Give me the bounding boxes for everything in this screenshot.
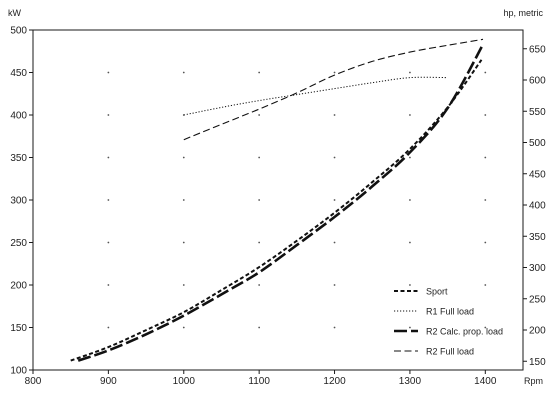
y-tick-label: 450 bbox=[10, 68, 27, 79]
grid-dot bbox=[333, 199, 336, 201]
y-tick-label: 150 bbox=[10, 323, 27, 334]
x-tick-label: 1300 bbox=[399, 376, 422, 387]
grid-dot bbox=[107, 199, 110, 201]
grid-dot bbox=[258, 114, 261, 116]
series-line-r1-full-load bbox=[183, 76, 448, 116]
y-tick-label: 500 bbox=[10, 26, 27, 37]
legend: Sport R1 Full load R2 Calc. prop. load R2 F… bbox=[394, 287, 503, 357]
grid-dot bbox=[107, 326, 110, 329]
y2-tick-label: 600 bbox=[529, 76, 546, 87]
grid-dot bbox=[409, 199, 411, 201]
grid-dot bbox=[409, 114, 411, 116]
y-tick-label: 100 bbox=[10, 366, 27, 377]
grid bbox=[107, 71, 487, 329]
y-tick-label: 350 bbox=[10, 153, 27, 164]
grid-dot bbox=[409, 71, 411, 74]
grid-dot bbox=[258, 284, 261, 286]
y2-tick-label: 300 bbox=[529, 263, 546, 274]
y2-tick-label: 350 bbox=[529, 232, 546, 243]
grid-dot bbox=[484, 241, 487, 244]
grid-dot bbox=[484, 71, 487, 74]
y2-axis-unit-label: hp, metric bbox=[503, 8, 543, 18]
x-tick-label: 1000 bbox=[173, 376, 196, 387]
grid-dot bbox=[182, 156, 185, 159]
grid-dot bbox=[107, 156, 110, 159]
grid-dot bbox=[182, 199, 185, 201]
legend-label-r1-full-load: R1 Full load bbox=[426, 307, 474, 317]
grid-dot bbox=[182, 71, 185, 74]
grid-dot bbox=[258, 199, 261, 201]
x-tick-label: 1200 bbox=[323, 376, 346, 387]
grid-dot bbox=[333, 326, 336, 329]
grid-dot bbox=[409, 241, 411, 244]
grid-dot bbox=[484, 284, 487, 286]
series-line-r2-calc-prop-load bbox=[77, 43, 485, 362]
grid-dot bbox=[258, 71, 261, 74]
y2-tick-label: 650 bbox=[529, 44, 546, 55]
x-tick-label: 800 bbox=[25, 376, 42, 387]
y2-tick-label: 200 bbox=[529, 326, 546, 337]
legend-label-r2-full-load: R2 Full load bbox=[426, 347, 474, 357]
grid-dot bbox=[258, 156, 261, 159]
grid-dot bbox=[484, 156, 487, 159]
grid-dot bbox=[107, 284, 110, 286]
grid-dot bbox=[333, 284, 336, 286]
y-tick-label: 400 bbox=[10, 111, 27, 122]
y2-tick-label: 500 bbox=[529, 138, 546, 149]
y2-tick-label: 550 bbox=[529, 107, 546, 118]
grid-dot bbox=[258, 241, 261, 244]
y-tick-label: 300 bbox=[10, 196, 27, 207]
x-axis-unit-label: Rpm bbox=[524, 376, 543, 386]
grid-dot bbox=[333, 114, 336, 116]
grid-dot bbox=[484, 114, 487, 116]
y-tick-label: 200 bbox=[10, 281, 27, 292]
y2-tick-label: 150 bbox=[529, 357, 546, 368]
grid-dot bbox=[107, 114, 110, 116]
x-tick-label: 1400 bbox=[474, 376, 497, 387]
grid-dot bbox=[333, 241, 336, 244]
grid-dot bbox=[409, 326, 411, 329]
y2-tick-label: 450 bbox=[529, 169, 546, 180]
grid-dot bbox=[258, 326, 261, 329]
legend-label-sport: Sport bbox=[426, 287, 448, 297]
y2-tick-label: 250 bbox=[529, 294, 546, 305]
grid-dot bbox=[484, 199, 487, 201]
grid-dot bbox=[107, 71, 110, 74]
grid-dot bbox=[107, 241, 110, 244]
grid-dot bbox=[333, 71, 336, 74]
x-tick-label: 1100 bbox=[248, 376, 270, 387]
grid-dot bbox=[182, 284, 185, 286]
plot-area bbox=[33, 30, 523, 370]
grid-dot bbox=[182, 241, 185, 244]
legend-label-r2-calc-prop-load: R2 Calc. prop. load bbox=[426, 327, 503, 337]
y-tick-label: 250 bbox=[10, 238, 27, 249]
series-line-r2-full-load bbox=[183, 38, 484, 141]
grid-dot bbox=[409, 284, 411, 286]
grid-dot bbox=[182, 326, 185, 329]
y-axis-unit-label: kW bbox=[8, 8, 22, 18]
x-tick-label: 900 bbox=[100, 376, 117, 387]
grid-dot bbox=[484, 326, 487, 329]
grid-dot bbox=[333, 156, 336, 159]
y2-tick-label: 400 bbox=[529, 201, 546, 212]
grid-dot bbox=[409, 156, 411, 159]
